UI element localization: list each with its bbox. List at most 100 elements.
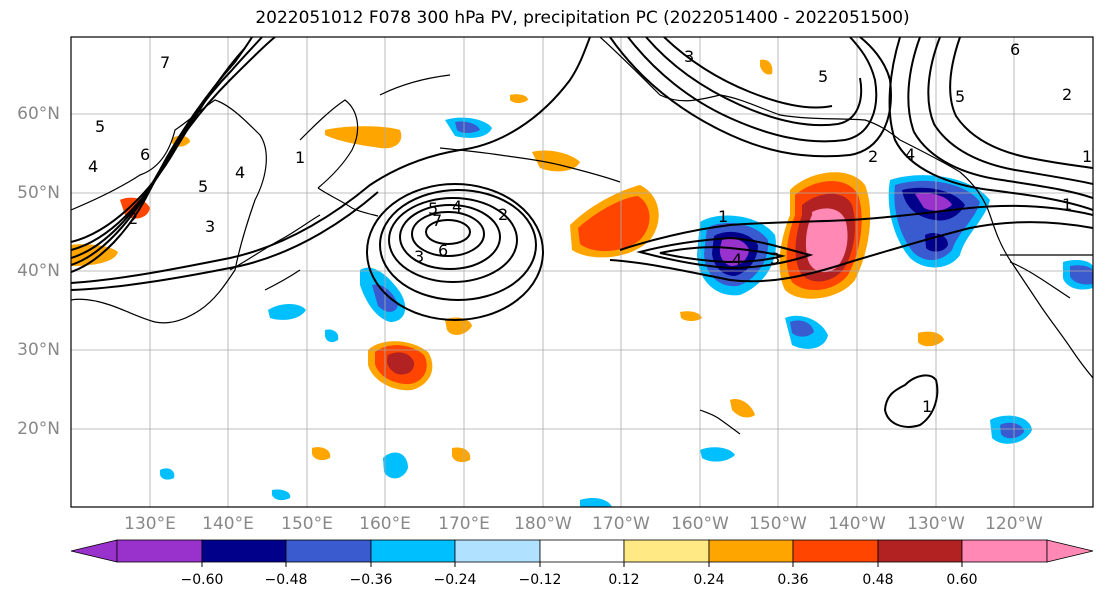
contour-label: 6 [1010,40,1020,59]
lon-label: 130°E [124,514,176,534]
colorbar-tick-label: 0.24 [693,572,725,588]
pv-contour [636,236,814,270]
contour-label: 2 [498,205,508,224]
pv-contour [883,374,939,428]
pv-contour [609,37,892,158]
colorbar-bin [201,539,287,563]
colorbar-ticks [201,562,963,567]
colorbar-tick-label: 0.60 [946,572,978,588]
pv-contour [388,197,518,283]
colorbar-extend-low [70,539,118,563]
pv-contour [927,37,1093,185]
contour-label: 5 [198,177,208,196]
precip-patch [325,329,339,343]
pv-contour [425,219,471,245]
contour-label: 7 [432,211,442,230]
lon-label: 170°E [438,514,490,534]
precip-patch [452,447,471,463]
colorbar-bin [539,539,625,563]
pv-contour [71,47,246,243]
colorbar-tick-label: 0.48 [862,572,894,588]
contour-label: 6 [140,145,150,164]
contour-label: 4 [452,197,462,216]
lat-label: 20°N [17,419,60,439]
coastline-na-west [899,139,1093,379]
pv-contour [71,37,591,284]
lon-label: 170°W [592,514,650,534]
contour-labels: 5 6 7 4 5 4 3 2 1 6 5 4 3 2 1 7 6 5 4 3 … [88,40,1092,416]
colorbar-bin [961,539,1048,563]
contour-label: 3 [770,249,780,268]
contour-label: 4 [905,145,915,164]
colorbar-bin [708,539,794,563]
lon-label: 160°W [671,514,729,534]
colorbar-tick-label: −0.48 [264,572,308,588]
colorbar-tick-label: −0.24 [433,572,477,588]
precip-patch [160,468,175,480]
pv-contour [619,204,1093,251]
precip-patch [760,59,773,75]
precip-patch [805,208,848,273]
precip-patch [455,121,480,133]
pv-contour [609,221,1093,283]
contour-label: 3 [205,217,215,236]
precip-patch [272,489,291,501]
coastlines [71,37,1093,435]
contour-label: 2 [868,147,878,166]
contour-label: 1 [1082,147,1092,166]
contour-label: 4 [88,157,98,176]
colorbar-tick-label: −0.36 [349,572,393,588]
precip-patch [730,399,755,418]
precip-patch [580,498,612,507]
precip-patch [383,452,408,479]
coastline-kamchatka [299,99,359,189]
contour-label: 5 [955,87,965,106]
plot-frame [70,36,1094,508]
colorbar-tick-label: 0.36 [777,572,809,588]
pv-contours [71,37,1093,428]
map-title: 2022051012 F078 300 hPa PV, precipitatio… [255,8,910,28]
pv-contour [399,204,501,270]
colorbar-tick-label: 0.12 [608,572,640,588]
colorbar-bin [454,539,541,563]
colorbar-bin [877,539,963,563]
pv-contour [663,37,833,109]
coastline-aleutians [439,147,621,183]
colorbar [70,539,1094,563]
contour-label: 5 [428,199,438,218]
contour-label: 3 [414,247,424,266]
precip-patch [918,331,944,347]
contour-label: 1 [922,397,932,416]
lat-label: 30°N [17,340,60,360]
contour-label: 7 [160,53,170,72]
pv-contour [949,37,1093,169]
coastline-alaska [379,37,901,141]
contour-label: 2 [1062,85,1072,104]
colorbar-bin [623,539,710,563]
contour-label: 6 [438,241,448,260]
contour-label: 1 [1062,195,1072,214]
precip-patch [387,352,415,375]
pv-contour [907,37,1093,199]
contour-label: 1 [718,207,728,226]
contour-label: 4 [235,163,245,182]
colorbar-extend-high [1046,539,1094,563]
precip-patch [312,447,331,461]
lon-label: 180°W [514,514,572,534]
pv-contour [411,211,485,257]
pv-contour [71,191,379,291]
precip-patch [268,304,306,320]
plot-area [71,37,1093,507]
colorbar-bin [285,539,372,563]
precip-patch [445,317,472,335]
precip-patch [915,193,952,211]
coastline-na-us-border [1000,254,1093,299]
coastline-hawaii [699,409,741,435]
contour-label: 4 [732,250,742,269]
lon-label: 160°E [359,514,411,534]
coastline-asia [71,99,267,324]
lon-label: 150°W [749,514,807,534]
pv-contour [888,37,1093,211]
colorbar-bin [116,539,203,563]
